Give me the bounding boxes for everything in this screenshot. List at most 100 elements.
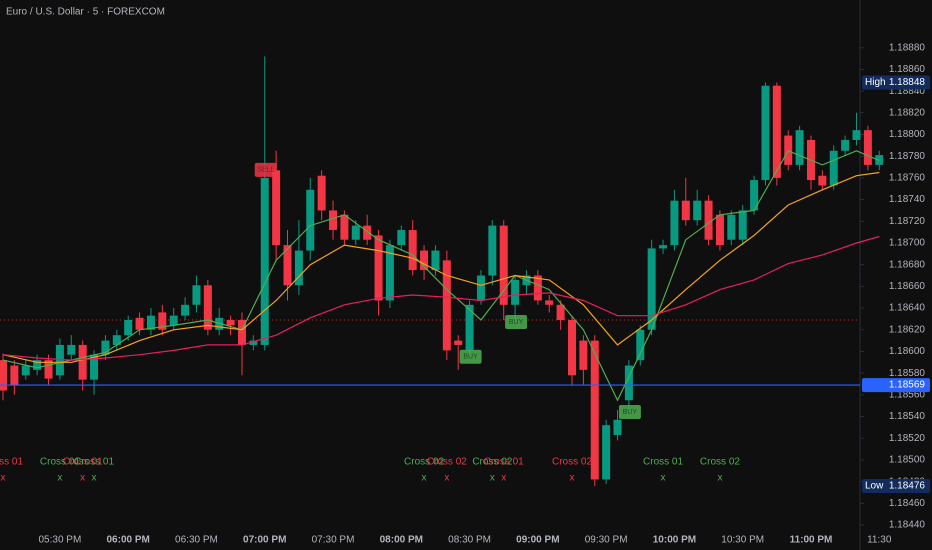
cross-label: Cross 01 [63,457,103,468]
candle-body [590,340,599,480]
candle-body [761,85,770,181]
candle-body [431,250,440,271]
cross-marker: x [57,473,62,484]
candle-body [249,340,258,345]
y-tick-label: 1.18860 [889,64,926,75]
y-tick-label: 1.18460 [889,498,926,509]
candle-body [385,245,394,301]
candle-body [545,300,554,305]
y-tick-label: 1.18780 [889,151,926,162]
cross-marker: x [92,473,97,484]
y-tick-label: 1.18560 [889,389,926,400]
candle-body [55,344,64,376]
signal-label: SELL [257,167,274,174]
price-badge [862,378,930,393]
x-tick-label: 05:30 PM [38,535,81,546]
cross-label: Cross 01 [74,457,114,468]
y-tick-label: 1.18800 [889,129,926,140]
badge-name: Low [865,481,884,492]
y-tick-label: 1.18820 [889,107,926,118]
candle-body [568,319,576,376]
candle-body [351,225,360,240]
y-tick-label: 1.18640 [889,303,926,314]
candle-body [135,317,144,330]
cross-marker: x [501,473,506,484]
y-tick-label: 1.18500 [889,455,926,466]
candle-body [772,85,781,178]
x-tick-label: 09:30 PM [585,535,628,546]
candle-body [237,319,246,345]
candle-body [454,340,463,345]
candle-body [750,180,759,211]
candle-body [192,285,201,305]
candle-body [624,365,633,401]
signal-badge [505,314,528,329]
moving-average [2,235,880,361]
badge-value: 1.18848 [889,77,926,88]
candle-body [556,304,565,320]
badge-value: 1.18476 [889,481,926,492]
candle-body [294,250,303,286]
candle-body [465,304,474,351]
price-badge-label: 1.18569 [889,380,926,391]
candle-body [226,319,235,326]
x-tick-label: 08:00 PM [380,535,423,546]
x-tick-label: 06:30 PM [175,535,218,546]
x-tick-label: 09:00 PM [516,535,559,546]
candle-body [158,312,167,330]
cross-marker: x [570,473,575,484]
signal-badge [618,405,641,420]
low-badge [862,478,930,493]
candle-body [738,210,747,240]
y-tick-label: 1.18620 [889,324,926,335]
cross-label: Cross 02 [404,457,444,468]
candle-body [613,419,622,435]
cross-label: Cross 02 [700,457,740,468]
cross-label: Cross 02 [472,457,512,468]
candle-body [476,275,485,301]
x-tick-label: 08:30 PM [448,535,491,546]
candle-body [704,200,713,240]
signal-label: BUY [623,409,638,416]
candle-body [727,214,736,240]
candle-body [146,315,155,330]
signal-badge [254,162,277,177]
cross-label: Cross 01 [0,457,23,468]
candle-body [863,130,872,165]
candle-body [488,225,497,276]
candle-body [715,214,724,246]
y-tick-label: 1.18440 [889,520,926,531]
y-tick-label: 1.18880 [889,42,926,53]
cross-label: Cross 02 [552,457,592,468]
candle-body [374,235,383,301]
candle-body [101,340,110,355]
candle-body [33,360,42,370]
candle-body [181,304,190,316]
y-tick-label: 1.18540 [889,411,926,422]
x-tick-label: 07:00 PM [243,535,286,546]
candle-body [795,130,804,165]
candle-body [0,360,7,391]
x-tick-label: 10:00 PM [653,535,696,546]
cross-marker: x [661,473,666,484]
candle-body [283,245,292,286]
y-tick-label: 1.18520 [889,433,926,444]
candle-body [681,200,690,221]
y-tick-label: 1.18720 [889,216,926,227]
y-tick-label: 1.18740 [889,194,926,205]
y-tick-label: 1.18840 [889,86,926,97]
y-tick-label: 1.18760 [889,173,926,184]
candle-body [90,354,99,380]
cross-label: Cross 02 [427,457,467,468]
candle-body [499,225,508,305]
candle-body [852,130,861,140]
cross-marker: x [490,473,495,484]
cross-marker: x [444,473,449,484]
y-tick-label: 1.18660 [889,281,926,292]
high-badge [862,75,930,90]
candle-body [670,200,679,246]
candle-body [112,335,121,345]
candle-body [647,248,656,330]
signal-label: BUY [509,319,524,326]
